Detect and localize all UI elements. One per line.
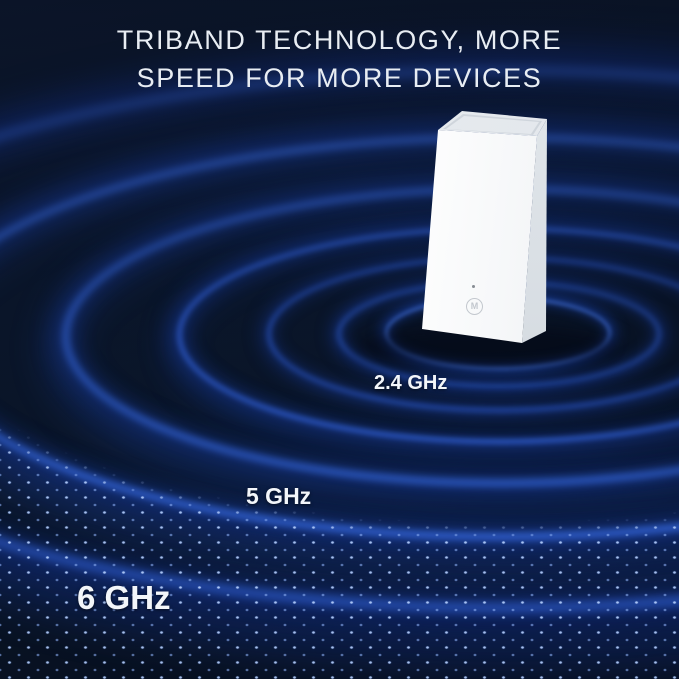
wave-halo-outer	[0, 52, 679, 660]
wave-ring-6	[0, 134, 679, 540]
wave-ring-7	[0, 66, 679, 612]
motorola-logo-icon: M	[466, 298, 483, 315]
headline: TRIBAND TECHNOLOGY, MORE SPEED FOR MORE …	[0, 21, 679, 97]
wave-ring-1	[385, 296, 611, 370]
band-label-2-4ghz: 2.4 GHz	[374, 372, 448, 394]
headline-line2: SPEED FOR MORE DEVICES	[136, 63, 543, 93]
wave-ring-4	[177, 226, 679, 444]
headline-line1: TRIBAND TECHNOLOGY, MORE	[116, 25, 563, 55]
dot-texture-band	[0, 370, 679, 679]
wave-halo-6ghz	[0, 122, 679, 582]
band-label-5ghz: 5 GHz	[246, 483, 312, 509]
band-label-6ghz: 6 GHz	[77, 579, 171, 616]
wave-ring-5	[63, 186, 679, 486]
wave-halo-5ghz	[49, 176, 679, 520]
status-led	[472, 285, 475, 288]
wave-halo-inner	[167, 218, 679, 470]
device-shadow	[355, 323, 619, 369]
logo-letter: M	[470, 301, 479, 311]
wave-ring-3	[267, 256, 679, 412]
